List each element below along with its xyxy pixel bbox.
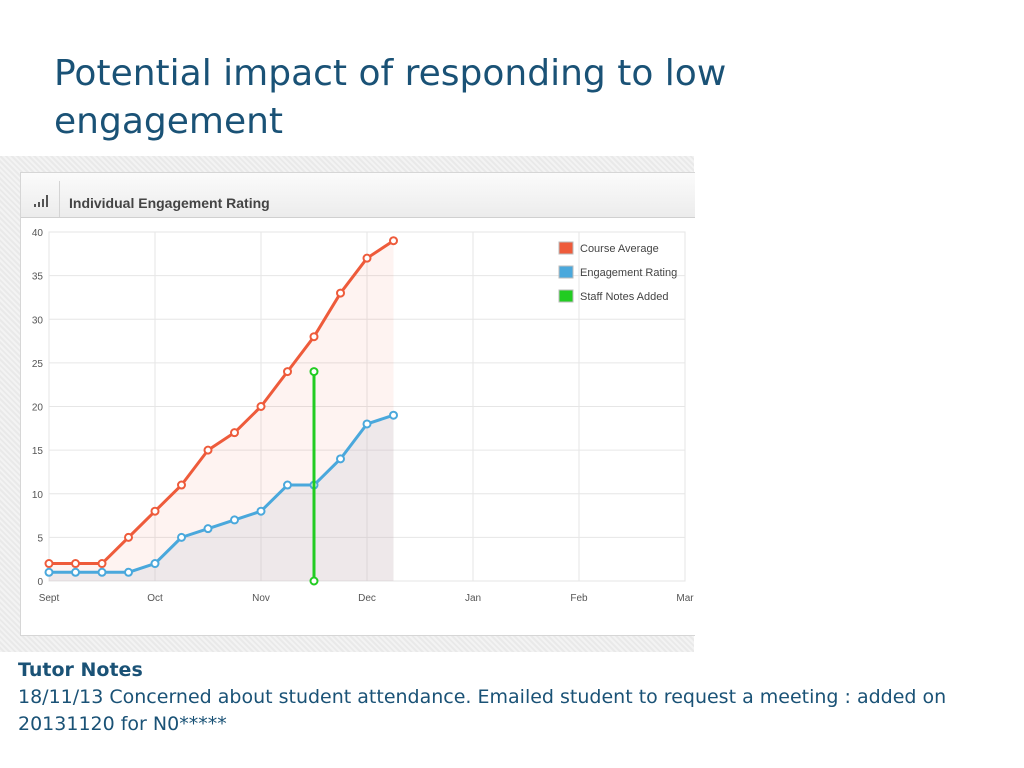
data-point <box>177 480 186 490</box>
slide-title: Potential impact of responding to low en… <box>54 53 727 142</box>
data-point <box>150 559 160 569</box>
data-point <box>389 236 398 246</box>
engagement-chart: 0 5 10 15 20 25 30 35 40 Sept Oct Nov Dec Jan Feb Mar Co… <box>32 228 694 604</box>
series-area <box>49 415 394 581</box>
data-point <box>336 288 345 298</box>
tutor-notes-text: 18/11/13 Concerned about student attenda… <box>18 686 947 735</box>
card-header: Individual Engagement Rating <box>21 173 695 218</box>
y-tick-label: 10 <box>32 490 44 501</box>
y-tick-label: 15 <box>32 446 44 457</box>
legend-label: Staff Notes Added <box>580 291 668 303</box>
legend-swatch <box>558 289 574 303</box>
data-point <box>362 419 372 429</box>
y-tick-label: 5 <box>37 533 43 544</box>
legend-label: Engagement Rating <box>580 267 677 279</box>
data-point <box>203 445 213 455</box>
y-tick-label: 0 <box>37 577 43 588</box>
data-point <box>44 559 54 569</box>
tutor-notes-heading: Tutor Notes <box>18 659 143 681</box>
data-point <box>336 454 345 464</box>
data-point <box>283 480 292 490</box>
y-tick-label: 40 <box>32 228 44 239</box>
data-point <box>71 559 80 569</box>
series-area <box>49 240 394 581</box>
staff-notes-point <box>309 367 319 377</box>
y-tick-label: 25 <box>32 359 44 370</box>
x-tick-label: Sept <box>39 593 60 604</box>
x-tick-label: Nov <box>252 593 270 604</box>
data-point <box>97 567 107 577</box>
x-tick-label: Mar <box>676 593 694 604</box>
data-point <box>362 253 372 263</box>
tutor-notes: Tutor Notes 18/11/13 Concerned about stu… <box>18 657 998 738</box>
data-point <box>230 428 239 438</box>
series-line <box>49 239 395 566</box>
data-point <box>177 532 186 542</box>
data-point <box>256 506 266 516</box>
x-tick-label: Feb <box>570 593 588 604</box>
data-point <box>389 410 398 420</box>
staff-notes-point <box>309 576 319 586</box>
signal-bars-icon <box>34 195 48 207</box>
data-point <box>309 332 319 342</box>
y-tick-label: 20 <box>32 403 44 414</box>
y-tick-label: 30 <box>32 315 44 326</box>
data-point <box>71 567 80 577</box>
x-tick-label: Oct <box>147 593 163 604</box>
data-point <box>256 402 266 411</box>
header-divider <box>59 181 60 217</box>
data-point <box>203 524 213 534</box>
x-tick-label: Dec <box>358 593 376 604</box>
legend-swatch <box>558 265 574 279</box>
data-point <box>124 532 133 542</box>
legend-label: Course Average <box>580 243 659 255</box>
data-point <box>150 506 160 516</box>
y-tick-label: 35 <box>32 272 44 283</box>
data-point <box>44 567 54 577</box>
x-tick-label: Jan <box>465 593 481 604</box>
data-point <box>124 567 133 577</box>
card-title: Individual Engagement Rating <box>69 195 270 211</box>
data-point <box>230 515 239 525</box>
data-point <box>283 367 292 377</box>
legend-swatch <box>558 241 574 255</box>
data-point <box>97 559 107 569</box>
